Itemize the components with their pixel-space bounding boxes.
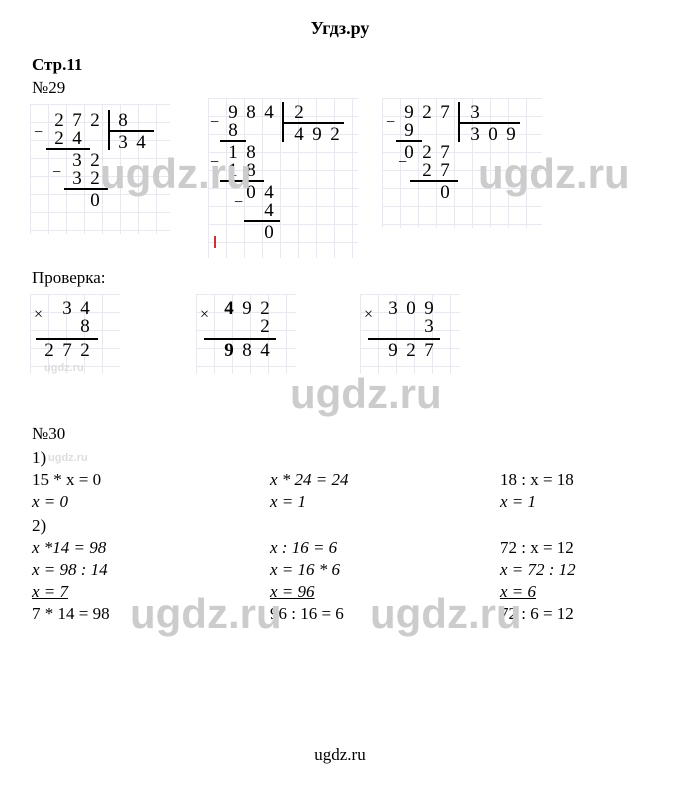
watermark-small: ugdz.ru bbox=[48, 452, 88, 464]
watermark: ugdz.ru bbox=[290, 370, 442, 418]
eq-p2c3-l1: 72 : x = 12 bbox=[500, 538, 574, 558]
ex29-label: №29 bbox=[32, 78, 65, 98]
page-header: Угдз.ру bbox=[0, 0, 680, 39]
check-label: Проверка: bbox=[32, 268, 106, 288]
eq-p1c1-l2: x = 0 bbox=[32, 492, 68, 512]
eq-p2c1-l2: x = 98 : 14 bbox=[32, 560, 108, 580]
eq-p2c2-l1: x : 16 = 6 bbox=[270, 538, 337, 558]
eq-p2c3-l4: 72 : 6 = 12 bbox=[500, 604, 574, 624]
page-label: Стр.11 bbox=[32, 55, 82, 75]
eq-p2c2-l3: x = 96 bbox=[270, 582, 315, 602]
eq-p1c1-l1: 15 * x = 0 bbox=[32, 470, 101, 490]
footer-site: ugdz.ru bbox=[0, 745, 680, 765]
eq-p2c3-l3: x = 6 bbox=[500, 582, 536, 602]
watermark: ugdz.ru bbox=[370, 590, 522, 638]
eq-p2c1-l1: x *14 = 98 bbox=[32, 538, 106, 558]
eq-p2c2-l4: 96 : 16 = 6 bbox=[270, 604, 344, 624]
eq-p1c3-l1: 18 : x = 18 bbox=[500, 470, 574, 490]
part2-label: 2) bbox=[32, 516, 46, 536]
eq-p1c2-l1: x * 24 = 24 bbox=[270, 470, 349, 490]
red-mark bbox=[214, 236, 216, 248]
eq-p1c2-l2: x = 1 bbox=[270, 492, 306, 512]
eq-p2c2-l2: x = 16 * 6 bbox=[270, 560, 340, 580]
watermark: ugdz.ru bbox=[130, 590, 282, 638]
ex30-label: №30 bbox=[32, 424, 65, 444]
part1-label: 1) bbox=[32, 448, 46, 468]
eq-p2c1-l4: 7 * 14 = 98 bbox=[32, 604, 110, 624]
eq-p2c1-l3: x = 7 bbox=[32, 582, 68, 602]
eq-p2c3-l2: x = 72 : 12 bbox=[500, 560, 576, 580]
eq-p1c3-l2: x = 1 bbox=[500, 492, 536, 512]
